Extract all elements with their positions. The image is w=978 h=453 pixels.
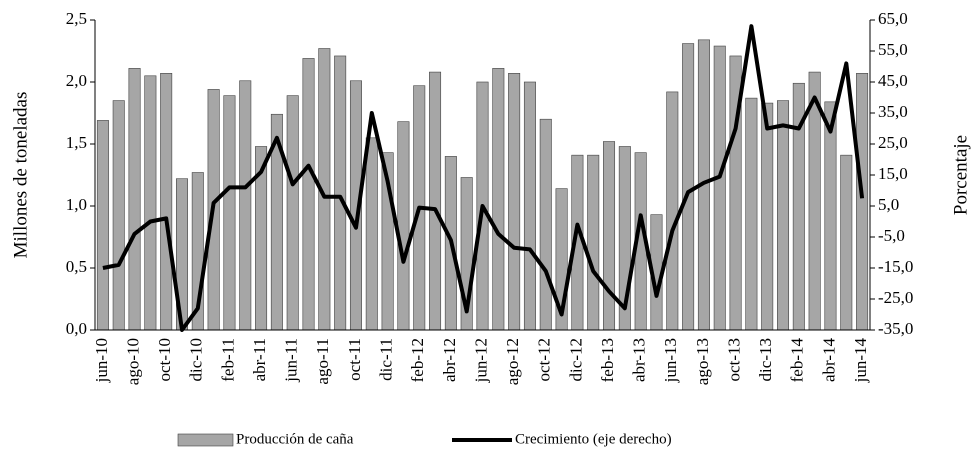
bar	[713, 45, 726, 331]
y-tick-label: 1,5	[66, 133, 87, 152]
x-tick-label: abr-13	[630, 338, 649, 382]
x-tick-label: abr-11	[250, 338, 269, 381]
y2-tick-label: -5,0	[878, 226, 905, 245]
y-tick-label: 0,0	[66, 319, 87, 338]
x-tick-label: ago-13	[693, 338, 712, 385]
x-tick-label: oct-10	[155, 338, 174, 381]
x-tick-label: dic-13	[756, 338, 775, 381]
y-tick-label: 2,0	[66, 71, 87, 90]
x-tick-label: dic-11	[377, 338, 396, 381]
bar	[761, 102, 774, 331]
x-tick-label: jun-13	[661, 338, 680, 383]
bar	[824, 101, 837, 331]
x-tick-label: feb-14	[788, 338, 807, 383]
y2-tick-label: 55,0	[878, 40, 908, 59]
x-tick-label: jun-11	[282, 338, 301, 383]
y2-tick-label: 25,0	[878, 133, 908, 152]
x-tick-label: oct-12	[535, 338, 554, 381]
x-tick-label: dic-12	[566, 338, 585, 381]
bar	[365, 137, 378, 331]
bar	[128, 68, 141, 331]
bar	[840, 154, 853, 331]
y2-tick-label: 5,0	[878, 195, 899, 214]
bar	[603, 141, 616, 331]
y2-axis-title: Porcentaje	[950, 135, 971, 215]
x-tick-label: ago-12	[503, 338, 522, 385]
x-tick-label: feb-11	[218, 338, 237, 382]
legend-label: Producción de caña	[236, 431, 354, 447]
bar	[429, 71, 442, 331]
bar	[96, 120, 109, 331]
y-tick-label: 2,5	[66, 9, 87, 28]
x-tick-label: jun-14	[851, 338, 870, 384]
legend-swatch	[177, 433, 234, 447]
bar	[492, 68, 505, 331]
x-tick-label: ago-10	[123, 338, 142, 385]
bar	[745, 97, 758, 331]
bar	[112, 100, 125, 331]
line	[102, 24, 865, 332]
bar	[397, 121, 410, 331]
bar	[523, 81, 536, 331]
bar	[334, 55, 347, 331]
y2-tick-label: 15,0	[878, 164, 908, 183]
bar	[144, 75, 157, 331]
x-tick-label: feb-13	[598, 338, 617, 382]
y-tick-label: 1,0	[66, 195, 87, 214]
x-tick-label: jun-10	[92, 338, 111, 383]
x-tick-label: abr-12	[440, 338, 459, 382]
bar	[508, 73, 521, 331]
bar	[160, 73, 173, 331]
x-tick-label: abr-14	[819, 338, 838, 383]
x-tick-label: oct-11	[345, 338, 364, 381]
bar	[239, 80, 252, 331]
y-axis-title: Millones de toneladas	[10, 92, 31, 259]
y2-tick-label: 35,0	[878, 102, 908, 121]
y-tick-label: 0,5	[66, 257, 87, 276]
bar	[286, 95, 299, 331]
bar	[587, 154, 600, 331]
bar	[856, 73, 869, 331]
x-tick-label: jun-12	[471, 338, 490, 383]
bar	[666, 91, 679, 331]
x-tick-label: ago-11	[313, 338, 332, 385]
bar	[777, 100, 790, 331]
y2-tick-label: -35,0	[878, 319, 913, 338]
x-tick-label: oct-13	[724, 338, 743, 381]
y2-tick-label: -15,0	[878, 257, 913, 276]
bar	[223, 95, 236, 331]
y2-tick-label: -25,0	[878, 288, 913, 307]
x-tick-label: feb-12	[408, 338, 427, 382]
legend-label: Crecimiento (eje derecho)	[515, 431, 672, 447]
y2-tick-label: 45,0	[878, 71, 908, 90]
bar	[302, 58, 315, 331]
x-tick-label: dic-10	[187, 338, 206, 381]
bar	[682, 43, 695, 331]
bar	[539, 118, 552, 331]
y2-tick-label: 65,0	[878, 9, 908, 28]
